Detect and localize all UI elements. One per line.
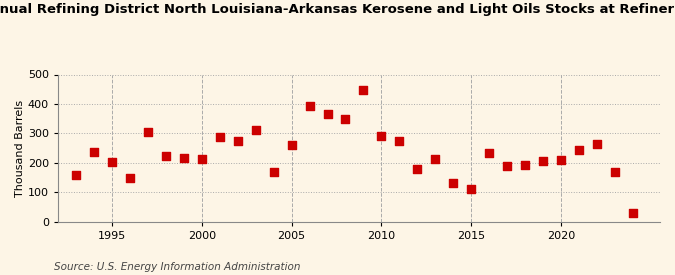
Point	[412, 167, 423, 171]
Point	[88, 149, 99, 154]
Point	[340, 117, 351, 122]
Point	[610, 169, 620, 174]
Text: Annual Refining District North Louisiana-Arkansas Kerosene and Light Oils Stocks: Annual Refining District North Louisiana…	[0, 3, 675, 16]
Point	[430, 157, 441, 161]
Point	[286, 143, 297, 147]
Point	[107, 160, 117, 164]
Point	[628, 211, 639, 215]
Point	[358, 88, 369, 92]
Point	[556, 158, 566, 163]
Point	[124, 176, 135, 180]
Point	[142, 130, 153, 134]
Point	[448, 180, 459, 185]
Point	[161, 154, 171, 159]
Point	[592, 142, 603, 147]
Point	[232, 139, 243, 144]
Point	[304, 104, 315, 108]
Point	[484, 151, 495, 155]
Point	[268, 169, 279, 174]
Point	[214, 135, 225, 139]
Point	[394, 139, 405, 143]
Point	[466, 187, 477, 191]
Point	[70, 173, 81, 177]
Point	[250, 128, 261, 133]
Y-axis label: Thousand Barrels: Thousand Barrels	[15, 100, 25, 197]
Text: Source: U.S. Energy Information Administration: Source: U.S. Energy Information Administ…	[54, 262, 300, 272]
Point	[322, 112, 333, 116]
Point	[196, 157, 207, 161]
Point	[376, 134, 387, 139]
Point	[538, 159, 549, 163]
Point	[520, 163, 531, 167]
Point	[502, 164, 512, 168]
Point	[574, 147, 585, 152]
Point	[178, 155, 189, 160]
